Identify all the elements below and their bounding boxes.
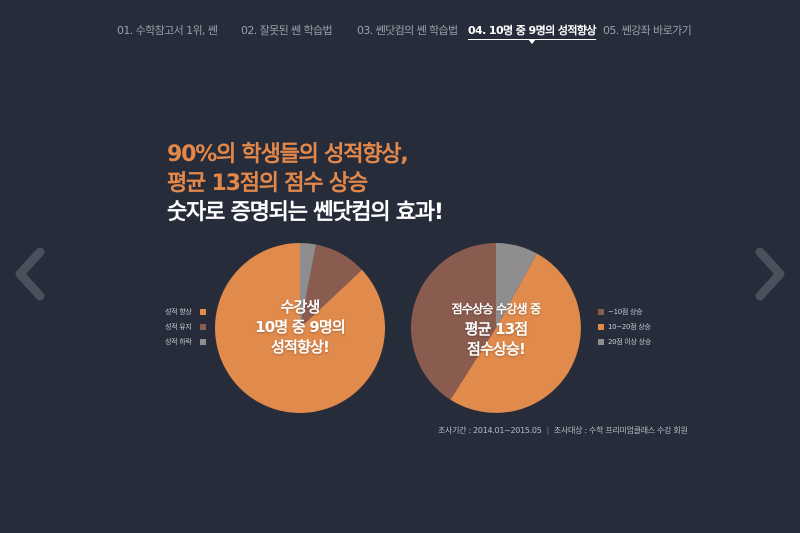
nav-item-5[interactable]: 05. 쎈강좌 바로가기 [603,24,692,37]
pie-slice-1 [215,243,386,413]
left-pie-chart: 수강생 10명 중 9명의 성적향상! [215,243,386,413]
chevron-right-icon [755,247,785,301]
legend-swatch [200,324,206,330]
nav-item-3[interactable]: 03. 쎈닷컴의 쎈 학습법 [357,24,458,37]
left-center-line-1: 수강생 [280,298,320,316]
legend-label: 성적 하락 [165,338,192,346]
pie-slice-3 [496,243,537,328]
legend-label: 10~20점 상승 [608,323,651,331]
survey-period: 조사기간 : 2014.01~2015.05 [438,426,542,435]
pie-slice-2 [450,253,581,413]
next-arrow-button[interactable] [750,244,790,304]
legend-item: 성적 하락 [165,337,206,347]
right-pie-chart: 점수상승 수강생 중 평균 13점 점수상승! [410,243,581,413]
prev-arrow-button[interactable] [10,244,50,304]
left-center-line-2: 10명 중 9명의 [255,318,346,336]
nav-item-4-label: 04. 10명 중 9명의 성적향상 [468,24,597,37]
left-center-line-3: 성적향상! [270,338,330,356]
headline-line-1: 90%의 학생들의 성적향상, [167,142,409,167]
headline-line-2: 평균 13점의 점수 상승 [167,171,368,196]
right-center-line-1: 점수상승 수강생 중 [451,302,541,316]
pie-slice-2 [300,244,362,328]
legend-label: 성적 향상 [165,308,192,316]
legend-swatch [598,339,604,345]
nav-item-2[interactable]: 02. 잘못된 쎈 학습법 [241,24,333,37]
legend-item: 10~20점 상승 [598,322,651,332]
top-navigation: 01. 수학참고서 1위, 쎈 02. 잘못된 쎈 학습법 03. 쎈닷컴의 쎈… [0,22,800,52]
legend-swatch [200,339,206,345]
legend-label: 20점 이상 상승 [608,338,651,346]
legend-label: 성적 유지 [165,323,192,331]
legend-swatch [200,309,206,315]
chevron-left-icon [15,247,45,301]
headline: 90%의 학생들의 성적향상, 평균 13점의 점수 상승 숫자로 증명되는 쎈… [167,140,444,227]
right-center-line-2: 평균 13점 [464,320,529,338]
nav-item-1[interactable]: 01. 수학참고서 1위, 쎈 [117,24,218,37]
legend-swatch [598,324,604,330]
legend-label: ~10점 상승 [608,308,643,316]
legend-item: ~10점 상승 [598,307,643,317]
legend-swatch [598,309,604,315]
legend-item: 성적 유지 [165,322,206,332]
pie-slice-3 [300,243,316,328]
left-pie-svg [215,243,386,413]
pie-slice-1 [410,243,496,400]
legend-item: 20점 이상 상승 [598,337,651,347]
survey-target: 조사대상 : 수학 프리미엄클래스 수강 회원 [553,426,688,435]
headline-line-3: 숫자로 증명되는 쎈닷컴의 효과! [167,200,444,225]
active-caret-icon [527,39,536,44]
survey-footnote: 조사기간 : 2014.01~2015.05 | 조사대상 : 수학 프리미엄클래스… [438,426,688,435]
right-center-line-3: 점수상승! [466,340,526,358]
right-pie-svg [410,243,581,413]
nav-item-4-active[interactable]: 04. 10명 중 9명의 성적향상 [468,22,597,44]
legend-item: 성적 향상 [165,307,206,317]
